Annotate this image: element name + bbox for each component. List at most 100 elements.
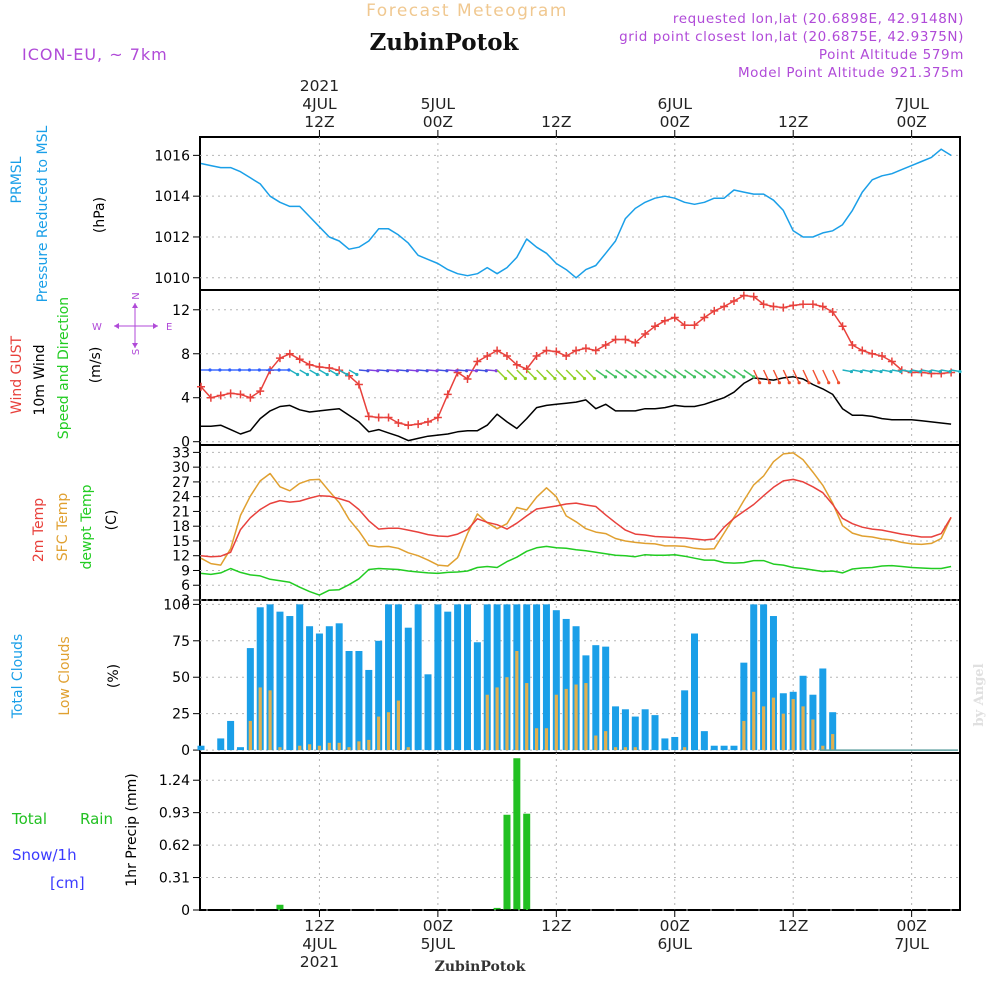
low-cloud-bar [831,734,835,751]
wind-arrow-head [732,375,736,379]
wind-arrow [526,369,536,379]
wind-label: 10m Wind [32,344,48,415]
wind-arrow-head [425,369,429,373]
gust-marker [305,360,314,369]
wind-arrow [723,369,735,378]
gust-marker [473,357,482,366]
wind-arrow [822,369,830,383]
low-cloud-bar [406,747,410,751]
wind-arrow-head [296,372,300,377]
total-cloud-bar [434,604,442,751]
gust-marker [868,349,877,358]
wind-arrow-head [827,381,831,385]
total-cloud-bar [306,626,314,751]
low-cloud-bar [544,728,549,751]
wind-arrow-head [277,368,281,372]
y-tick-label: 0.93 [159,806,190,822]
plot-marks [197,148,962,911]
time-label-top: 7JUL [894,95,929,113]
total-cloud-bar [592,645,600,751]
y-tick-label: 0 [181,743,190,759]
total-cloud-bar [493,604,501,751]
time-label-top: 2021 [300,77,339,95]
rain-label: Rain [80,810,113,828]
wind-arrow-head [228,368,232,372]
wind-arrow [743,369,755,378]
precip-panel [199,752,961,911]
wind-arrow-head [643,375,647,379]
wind-arrow [585,369,595,379]
total-cloud-bar [335,623,343,751]
y-tick-label: 12 [172,303,190,319]
y-tick-label: 50 [172,670,190,686]
total-cloud-bar [276,611,284,751]
rain-bar [493,907,501,910]
gust-marker [424,417,433,426]
wind-arrow [644,369,656,378]
total-cloud-bar [266,604,274,751]
time-label-bottom: 00Z [896,917,926,935]
total-cloud-bar [503,604,511,751]
wind-arrow-head [573,376,577,381]
precip-unit: 1hr Precip (mm) [124,773,140,886]
wind-arrow-head [767,381,772,385]
wind-arrow-head [613,375,618,379]
time-label-bottom: 6JUL [658,935,693,953]
gust-marker [887,357,896,366]
wind-arrow-head [395,369,400,373]
gust-marker [394,419,403,428]
gust-marker [384,413,393,422]
total-cloud-bar [750,604,758,751]
time-label-top: 00Z [896,113,926,131]
wind-arrow-head [712,375,716,379]
dewpt-line [200,545,952,596]
wind-unit: (m/s) [88,347,104,384]
rain-bar [523,813,531,910]
y-tick-label: 9 [181,563,190,579]
wind-arrow [832,369,840,383]
low-cloud-bar [386,712,391,751]
time-label-top: 4JUL [302,95,337,113]
total-cloud-bar [414,604,422,751]
low-cloud-bar [327,742,331,751]
sfc-label: SFC Temp [55,493,71,562]
wind-arrow-head [563,376,567,381]
y-tick-label: 3 [181,593,190,609]
low-cloud-bar [367,739,371,751]
low-cloud-bar [574,684,578,751]
pressure-label-2: Pressure Reduced to MSL [35,125,51,302]
page-title: ZubinPotok [370,29,520,56]
wind-arrow-head [663,375,667,379]
wind-arrow-head [742,375,746,379]
total-cloud-bar [463,604,471,751]
total-cloud-bar [552,610,560,751]
wind-arrow-head [455,369,459,373]
gust-marker [828,307,837,316]
total-cloud-bar [602,646,610,751]
total-cloud-bar [533,604,541,751]
y-tick-label: 30 [172,460,190,476]
low-cloud-bar [377,716,381,751]
wind-arrow [812,369,820,383]
gust-marker [374,413,383,422]
wind-arrow-head [513,376,518,381]
wind-arrow-head [218,368,222,372]
gust-marker [749,292,758,301]
total-cloud-bar [473,642,481,751]
wind-arrow-head [464,369,469,373]
total-cloud-bar [710,745,718,751]
total-cloud-bar [819,668,827,751]
compass-n: N [131,292,142,299]
total-cloud-bar [325,626,333,751]
wind-line [201,376,952,442]
gust-marker [631,338,640,347]
time-label-top: 00Z [660,113,690,131]
wind-arrow-head [752,375,756,379]
total-cloud-bar [355,651,363,751]
gust-marker [463,375,472,384]
wind-arrow-head [633,375,637,379]
y-tick-label: 24 [172,490,190,506]
low-cloud-bar [801,706,805,751]
time-label-bottom: 00Z [423,917,453,935]
gust-marker [779,303,788,312]
